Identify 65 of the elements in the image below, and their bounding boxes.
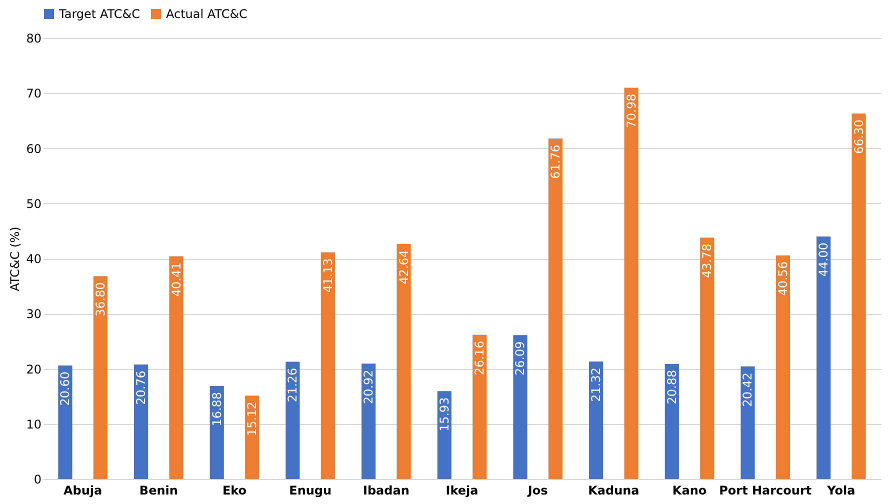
- x-tick-label: Enugu: [289, 484, 332, 498]
- y-tick-label: 50: [26, 196, 42, 211]
- bar: [589, 361, 604, 479]
- bar: [816, 236, 831, 479]
- bar: [169, 256, 184, 479]
- bar: [513, 335, 528, 479]
- y-tick-label: 20: [26, 362, 42, 376]
- bar: [58, 365, 72, 479]
- data-label: 44.00: [816, 242, 831, 277]
- y-tick-label: 30: [26, 307, 42, 322]
- data-label: 20.92: [362, 370, 376, 404]
- legend-label: Target ATC&C: [58, 7, 140, 21]
- y-axis-title: ATC&C (%): [8, 226, 22, 292]
- data-label: 40.41: [169, 262, 184, 297]
- y-tick-label: 70: [26, 86, 42, 101]
- data-label: 66.30: [852, 120, 866, 154]
- data-label: 41.13: [320, 258, 335, 293]
- x-tick-label: Ikeja: [446, 484, 478, 498]
- x-tick-label: Jos: [526, 484, 548, 498]
- data-label: 70.98: [624, 94, 638, 128]
- bar: [664, 364, 679, 479]
- bar: [286, 362, 300, 479]
- x-tick-label: Eko: [222, 484, 247, 498]
- bar: [134, 364, 148, 479]
- bar: [740, 366, 755, 479]
- x-tick-label: Ibadan: [362, 484, 410, 498]
- x-tick-label: Abuja: [63, 484, 102, 498]
- y-tick-label: 10: [26, 417, 42, 432]
- data-label: 21.26: [286, 368, 300, 402]
- data-label: 61.76: [548, 144, 562, 179]
- bar: [852, 114, 866, 479]
- bar: [320, 252, 335, 479]
- y-tick-label: 40: [26, 252, 42, 266]
- data-label: 21.32: [589, 367, 604, 402]
- bar: [245, 396, 260, 479]
- y-tick-label: 0: [34, 472, 42, 486]
- bar: [624, 88, 638, 479]
- data-label: 20.76: [134, 370, 148, 405]
- data-label: 20.88: [664, 370, 679, 404]
- bar: [776, 255, 790, 479]
- x-tick-label: Yola: [826, 484, 856, 498]
- x-tick-label: Benin: [139, 484, 178, 498]
- data-label: 40.56: [776, 261, 790, 296]
- data-label: 43.78: [700, 244, 714, 278]
- x-tick-label: Port Harcourt: [719, 484, 812, 498]
- data-label: 26.09: [513, 341, 528, 376]
- data-label: 15.93: [437, 397, 452, 432]
- bar: [93, 276, 108, 479]
- data-label: 36.80: [93, 282, 108, 316]
- data-label: 15.12: [245, 402, 260, 436]
- bar: [362, 364, 376, 479]
- x-tick-label: Kaduna: [588, 484, 640, 498]
- x-tick-label: Kano: [672, 484, 707, 498]
- legend-label: Actual ATC&C: [166, 7, 248, 21]
- data-label: 26.16: [472, 340, 487, 376]
- y-tick-label: 60: [26, 142, 42, 156]
- data-label: 20.42: [740, 372, 755, 407]
- y-tick-label: 80: [26, 32, 42, 46]
- bar: [472, 334, 487, 479]
- data-label: 42.64: [396, 250, 411, 284]
- bar: [700, 238, 714, 479]
- data-label: 16.88: [210, 392, 224, 426]
- bar: [396, 244, 411, 479]
- data-label: 20.60: [58, 371, 72, 406]
- bar: [548, 138, 562, 479]
